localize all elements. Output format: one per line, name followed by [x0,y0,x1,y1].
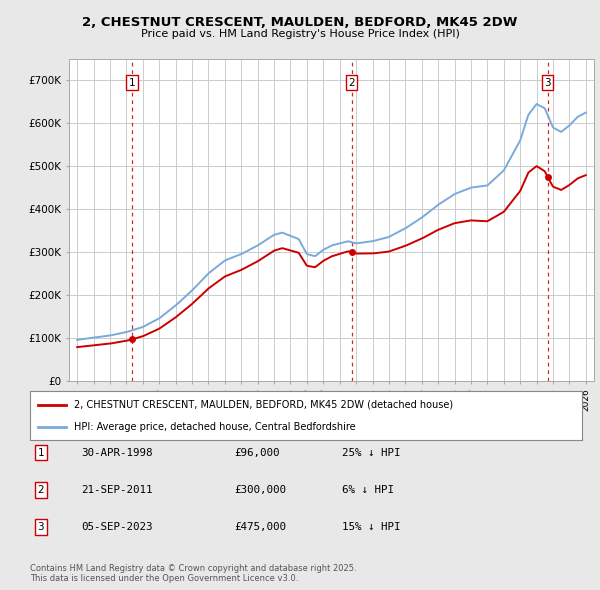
Text: 2: 2 [37,485,44,494]
Text: 30-APR-1998: 30-APR-1998 [81,448,152,457]
Text: 05-SEP-2023: 05-SEP-2023 [81,522,152,532]
Text: 6% ↓ HPI: 6% ↓ HPI [342,485,394,494]
Text: 21-SEP-2011: 21-SEP-2011 [81,485,152,494]
Text: 25% ↓ HPI: 25% ↓ HPI [342,448,401,457]
Text: 3: 3 [37,522,44,532]
Text: 2: 2 [348,77,355,87]
Text: 2, CHESTNUT CRESCENT, MAULDEN, BEDFORD, MK45 2DW: 2, CHESTNUT CRESCENT, MAULDEN, BEDFORD, … [82,16,518,29]
Text: Price paid vs. HM Land Registry's House Price Index (HPI): Price paid vs. HM Land Registry's House … [140,29,460,38]
Text: 2, CHESTNUT CRESCENT, MAULDEN, BEDFORD, MK45 2DW (detached house): 2, CHESTNUT CRESCENT, MAULDEN, BEDFORD, … [74,399,453,409]
Text: 15% ↓ HPI: 15% ↓ HPI [342,522,401,532]
Text: 3: 3 [544,77,551,87]
Text: £475,000: £475,000 [234,522,286,532]
Text: £96,000: £96,000 [234,448,280,457]
Text: Contains HM Land Registry data © Crown copyright and database right 2025.
This d: Contains HM Land Registry data © Crown c… [30,563,356,583]
Text: 1: 1 [37,448,44,457]
Text: HPI: Average price, detached house, Central Bedfordshire: HPI: Average price, detached house, Cent… [74,422,356,432]
Text: 1: 1 [128,77,135,87]
Text: £300,000: £300,000 [234,485,286,494]
